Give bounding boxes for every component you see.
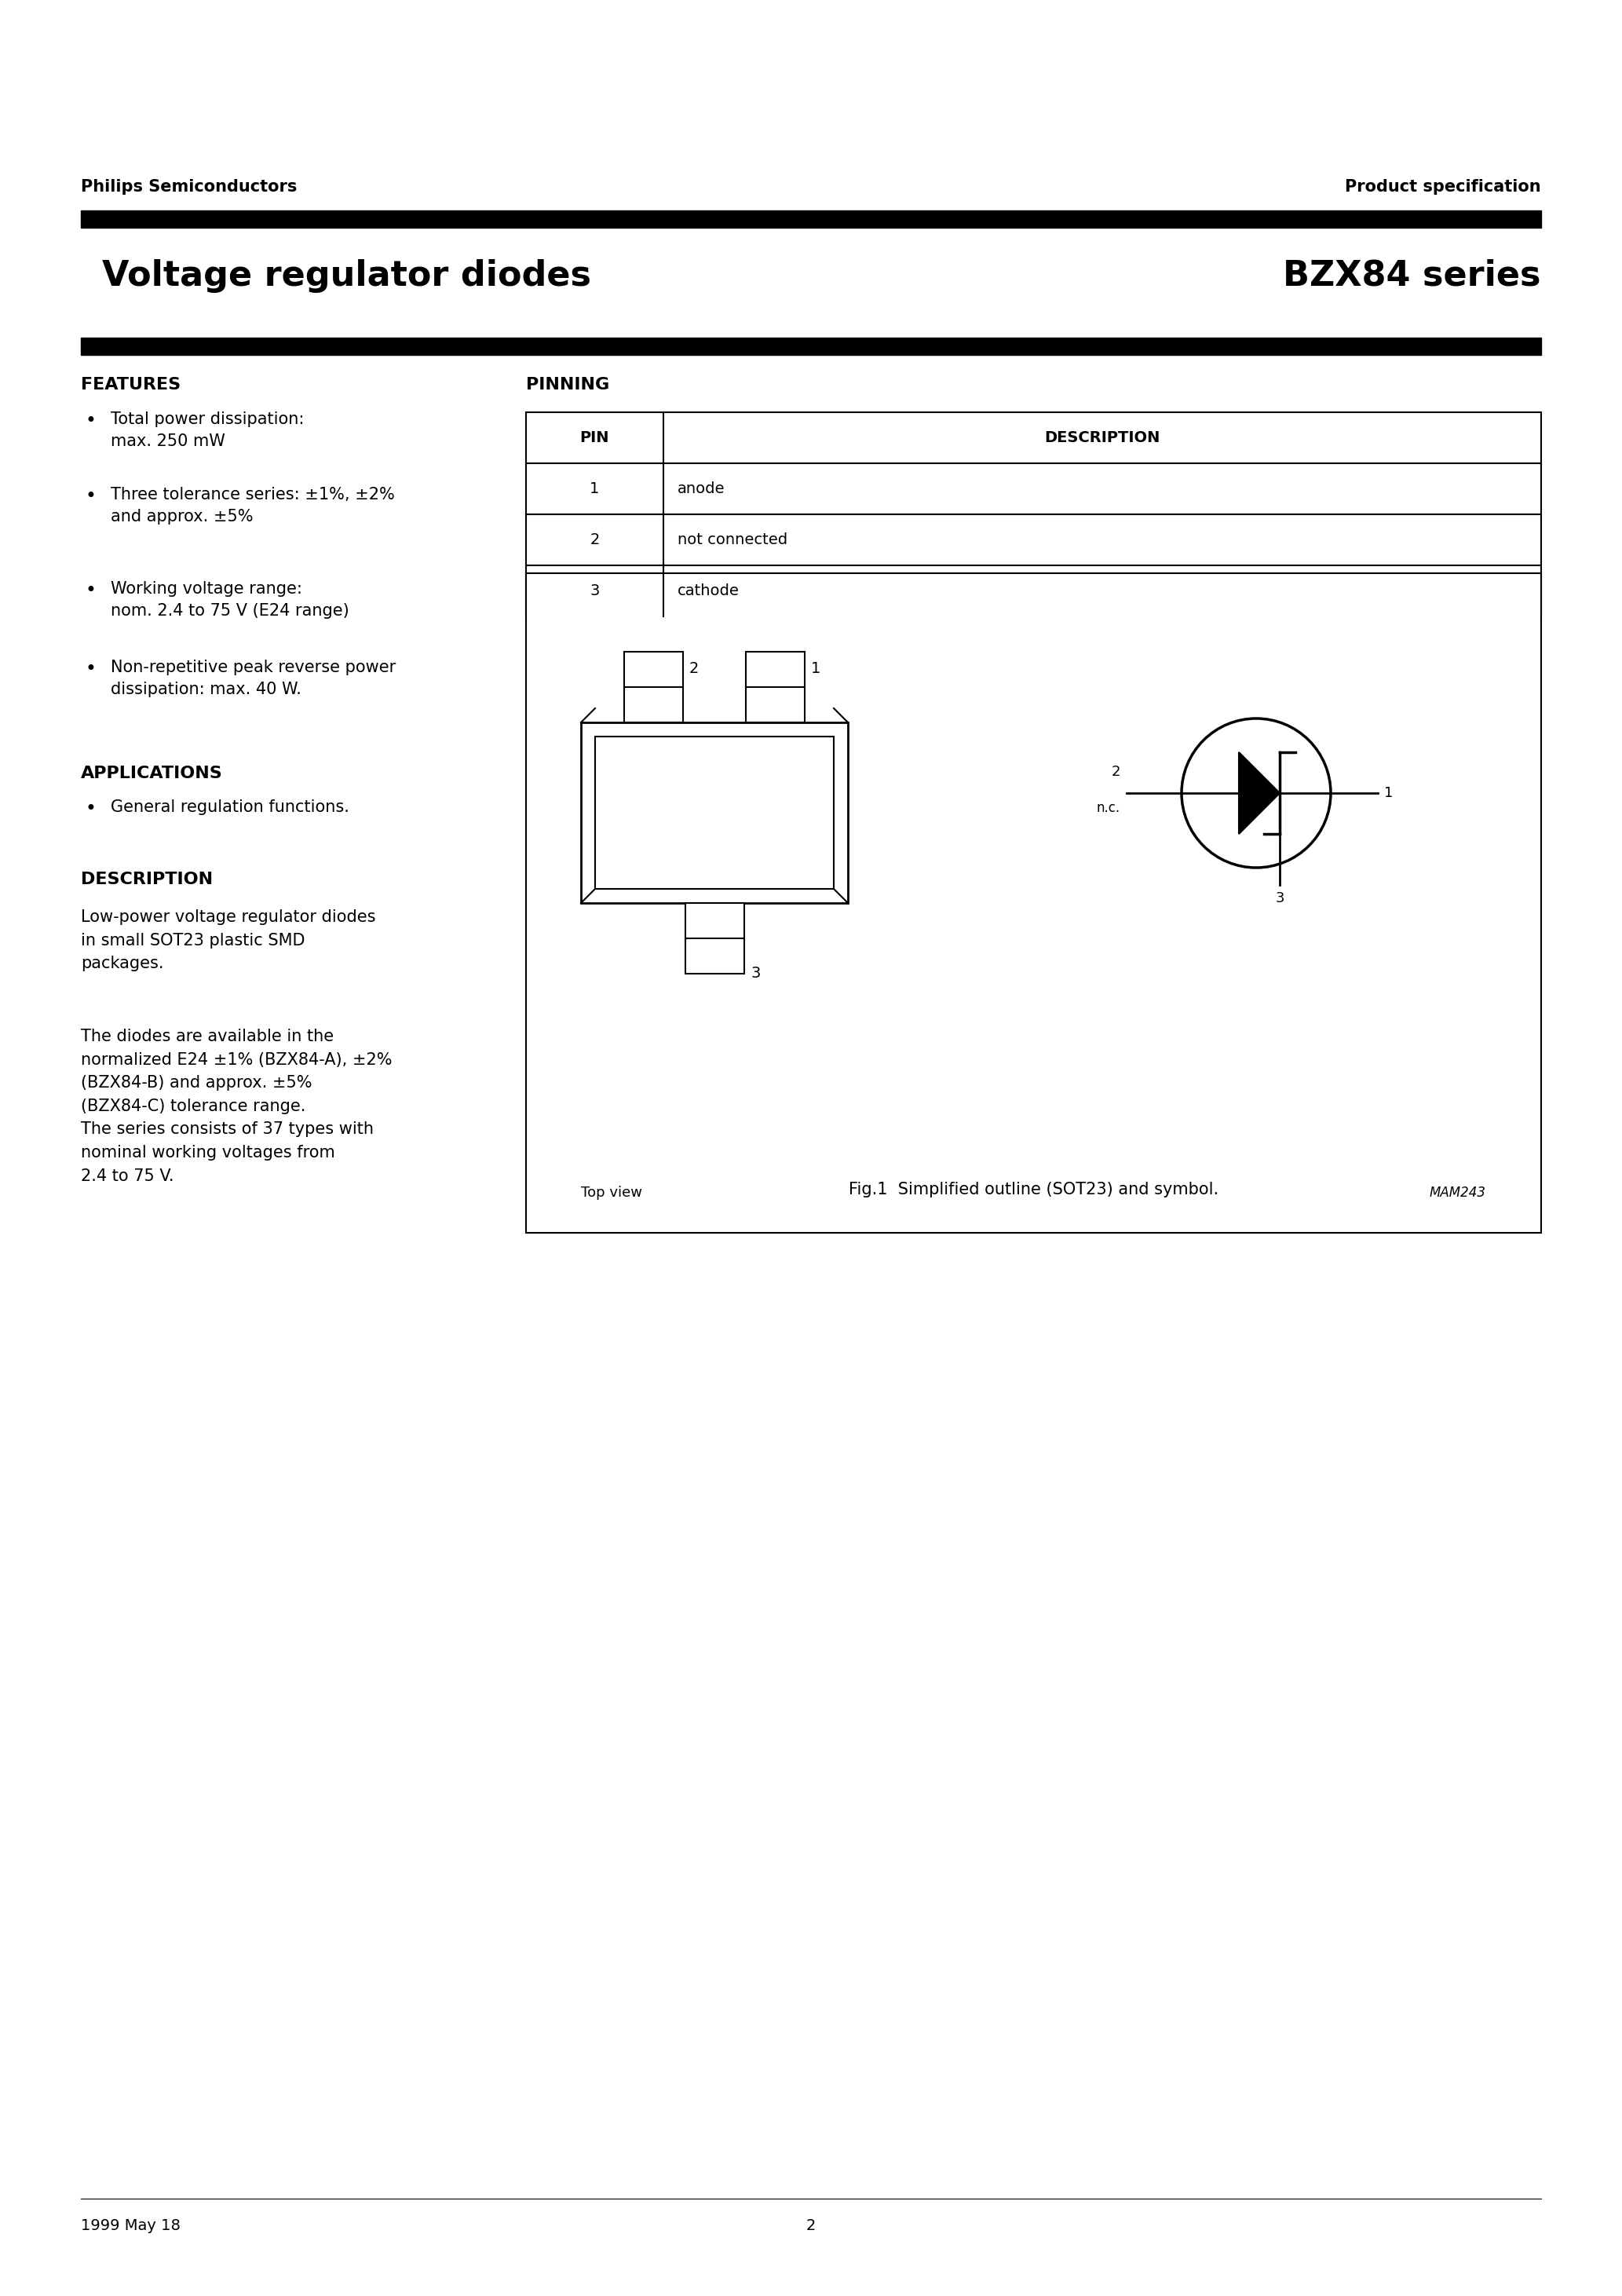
Text: APPLICATIONS: APPLICATIONS xyxy=(81,765,222,781)
Text: Product specification: Product specification xyxy=(1345,179,1541,195)
Text: Fig.1  Simplified outline (SOT23) and symbol.: Fig.1 Simplified outline (SOT23) and sym… xyxy=(848,1182,1218,1199)
Text: cathode: cathode xyxy=(678,583,740,599)
Text: The diodes are available in the
normalized E24 ±1% (BZX84-A), ±2%
(BZX84-B) and : The diodes are available in the normaliz… xyxy=(81,1029,393,1185)
Text: •: • xyxy=(84,659,96,677)
Bar xyxy=(624,652,683,723)
Text: PINNING: PINNING xyxy=(526,377,610,393)
Text: 3: 3 xyxy=(590,583,600,599)
Bar xyxy=(686,902,744,974)
Text: Non-repetitive peak reverse power
dissipation: max. 40 W.: Non-repetitive peak reverse power dissip… xyxy=(110,659,396,698)
Text: 1: 1 xyxy=(1384,785,1393,799)
Bar xyxy=(81,211,1541,227)
Bar xyxy=(746,652,805,723)
Bar xyxy=(81,338,1541,356)
Text: DESCRIPTION: DESCRIPTION xyxy=(81,872,212,886)
Bar xyxy=(526,574,1541,1233)
Text: 1999 May 18: 1999 May 18 xyxy=(81,2218,180,2234)
Text: 2: 2 xyxy=(689,661,699,675)
Text: PIN: PIN xyxy=(581,429,610,445)
Text: FEATURES: FEATURES xyxy=(81,377,180,393)
Text: 2: 2 xyxy=(806,2218,816,2234)
Text: •: • xyxy=(84,799,96,817)
Text: Top view: Top view xyxy=(581,1185,642,1201)
Text: •: • xyxy=(84,581,96,599)
Text: anode: anode xyxy=(678,482,725,496)
Text: Low-power voltage regulator diodes
in small SOT23 plastic SMD
packages.: Low-power voltage regulator diodes in sm… xyxy=(81,909,376,971)
Text: 1: 1 xyxy=(811,661,821,675)
Bar xyxy=(526,565,1541,615)
Text: Three tolerance series: ±1%, ±2%
and approx. ±5%: Three tolerance series: ±1%, ±2% and app… xyxy=(110,487,394,523)
Text: •: • xyxy=(84,411,96,429)
Text: 3: 3 xyxy=(1275,891,1285,905)
Text: BZX84 series: BZX84 series xyxy=(1283,259,1541,294)
Text: 2: 2 xyxy=(590,533,600,546)
Text: DESCRIPTION: DESCRIPTION xyxy=(1045,429,1160,445)
Text: 1: 1 xyxy=(590,482,600,496)
Text: •: • xyxy=(84,487,96,505)
Text: 3: 3 xyxy=(751,967,761,980)
Text: Total power dissipation:
max. 250 mW: Total power dissipation: max. 250 mW xyxy=(110,411,305,450)
Text: MAM243: MAM243 xyxy=(1429,1185,1486,1201)
Polygon shape xyxy=(1239,753,1280,833)
Text: Voltage regulator diodes: Voltage regulator diodes xyxy=(102,259,590,294)
Text: not connected: not connected xyxy=(678,533,788,546)
Text: Working voltage range:
nom. 2.4 to 75 V (E24 range): Working voltage range: nom. 2.4 to 75 V … xyxy=(110,581,349,618)
Text: Philips Semiconductors: Philips Semiconductors xyxy=(81,179,297,195)
Text: n.c.: n.c. xyxy=(1096,801,1121,815)
Text: 2: 2 xyxy=(1111,765,1121,778)
Bar xyxy=(526,413,1541,464)
Bar xyxy=(526,514,1541,565)
Bar xyxy=(581,723,848,902)
Bar xyxy=(526,464,1541,514)
Text: General regulation functions.: General regulation functions. xyxy=(110,799,349,815)
Bar xyxy=(595,737,834,889)
